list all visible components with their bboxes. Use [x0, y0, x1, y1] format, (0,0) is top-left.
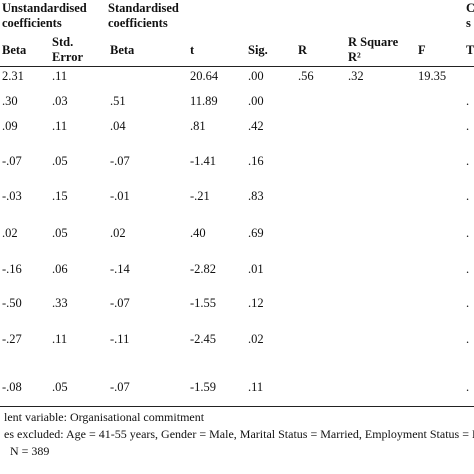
- table-cell: .00: [248, 94, 264, 108]
- table-cell: .: [466, 189, 470, 203]
- table-cell: -1.41: [190, 154, 217, 168]
- table-cell: 2.31: [2, 69, 24, 83]
- table-cell: .03: [52, 94, 68, 108]
- table-cell: .15: [52, 189, 68, 203]
- table-cell: .: [466, 332, 470, 346]
- table-cell: -.08: [2, 380, 22, 394]
- table-cell: .06: [52, 262, 68, 276]
- column-header: T: [466, 43, 474, 57]
- table-cell: -.11: [110, 332, 130, 346]
- column-header: R: [298, 43, 308, 57]
- column-header: R Square R²: [348, 35, 399, 64]
- table-cell: -.16: [2, 262, 22, 276]
- table-cell: .30: [2, 94, 18, 108]
- table-cell: .16: [248, 154, 264, 168]
- table-cell: .11: [52, 332, 68, 346]
- table-cell: -.07: [110, 154, 130, 168]
- table-cell: .02: [248, 332, 264, 346]
- column-header: Sig.: [248, 43, 268, 57]
- column-header: t: [190, 43, 195, 57]
- table-cell: .05: [52, 226, 68, 240]
- column-header: F: [418, 43, 426, 57]
- table-cell: .01: [248, 262, 264, 276]
- table-cell: .04: [110, 119, 126, 133]
- group-header: Standardised coefficients: [108, 1, 179, 30]
- table-cell: -2.82: [190, 262, 217, 276]
- group-header: Unstandardised coefficients: [2, 1, 87, 30]
- table-cell: 19.35: [418, 69, 447, 83]
- table-cell: -.07: [110, 296, 130, 310]
- table-cell: .40: [190, 226, 206, 240]
- table-cell: .05: [52, 154, 68, 168]
- table-cell: 11.89: [190, 94, 218, 108]
- table-cell: .81: [190, 119, 206, 133]
- table-cell: .42: [248, 119, 264, 133]
- table-cell: -.21: [190, 189, 210, 203]
- table-cell: -.14: [110, 262, 130, 276]
- column-header: Std. Error: [52, 35, 84, 64]
- table-cell: .: [466, 94, 470, 108]
- table-cell: .12: [248, 296, 264, 310]
- table-cell: .05: [52, 380, 68, 394]
- table-cell: -1.59: [190, 380, 217, 394]
- table-cell: -.07: [2, 154, 22, 168]
- table-cell: -2.45: [190, 332, 217, 346]
- table-cell: .83: [248, 189, 264, 203]
- table-cell: .: [466, 226, 470, 240]
- table-cell: .: [466, 380, 470, 394]
- table-cell: -.01: [110, 189, 130, 203]
- table-cell: .69: [248, 226, 264, 240]
- table-cell: .11: [248, 380, 264, 394]
- table-cell: .: [466, 262, 470, 276]
- table-cell: .32: [348, 69, 364, 83]
- table-cell: -.07: [110, 380, 130, 394]
- footnote: lent variable: Organisational commitment: [4, 410, 205, 424]
- table-cell: .56: [298, 69, 314, 83]
- table-cell: .09: [2, 119, 18, 133]
- table-cell: .33: [52, 296, 68, 310]
- table-cell: .: [466, 296, 470, 310]
- table-cell: -1.55: [190, 296, 217, 310]
- table-cell: .11: [52, 69, 68, 83]
- table-cell: .00: [248, 69, 264, 83]
- table-cell: .02: [110, 226, 126, 240]
- table-cell: .02: [2, 226, 18, 240]
- group-header: C s: [466, 1, 474, 30]
- column-header: Beta: [110, 43, 135, 57]
- table-cell: -.27: [2, 332, 22, 346]
- table-cell: 20.64: [190, 69, 219, 83]
- table-cell: .: [466, 154, 470, 168]
- table-cell: .11: [52, 119, 68, 133]
- header-rule: [0, 66, 474, 67]
- table-cell: .51: [110, 94, 126, 108]
- footnote: es excluded: Age = 41-55 years, Gender =…: [4, 427, 474, 441]
- table-cell: -.50: [2, 296, 22, 310]
- bottom-rule: [0, 406, 474, 407]
- footnote: N = 389: [10, 444, 50, 458]
- table-cell: -.03: [2, 189, 22, 203]
- column-header: Beta: [2, 43, 27, 57]
- table-cell: .: [466, 119, 470, 133]
